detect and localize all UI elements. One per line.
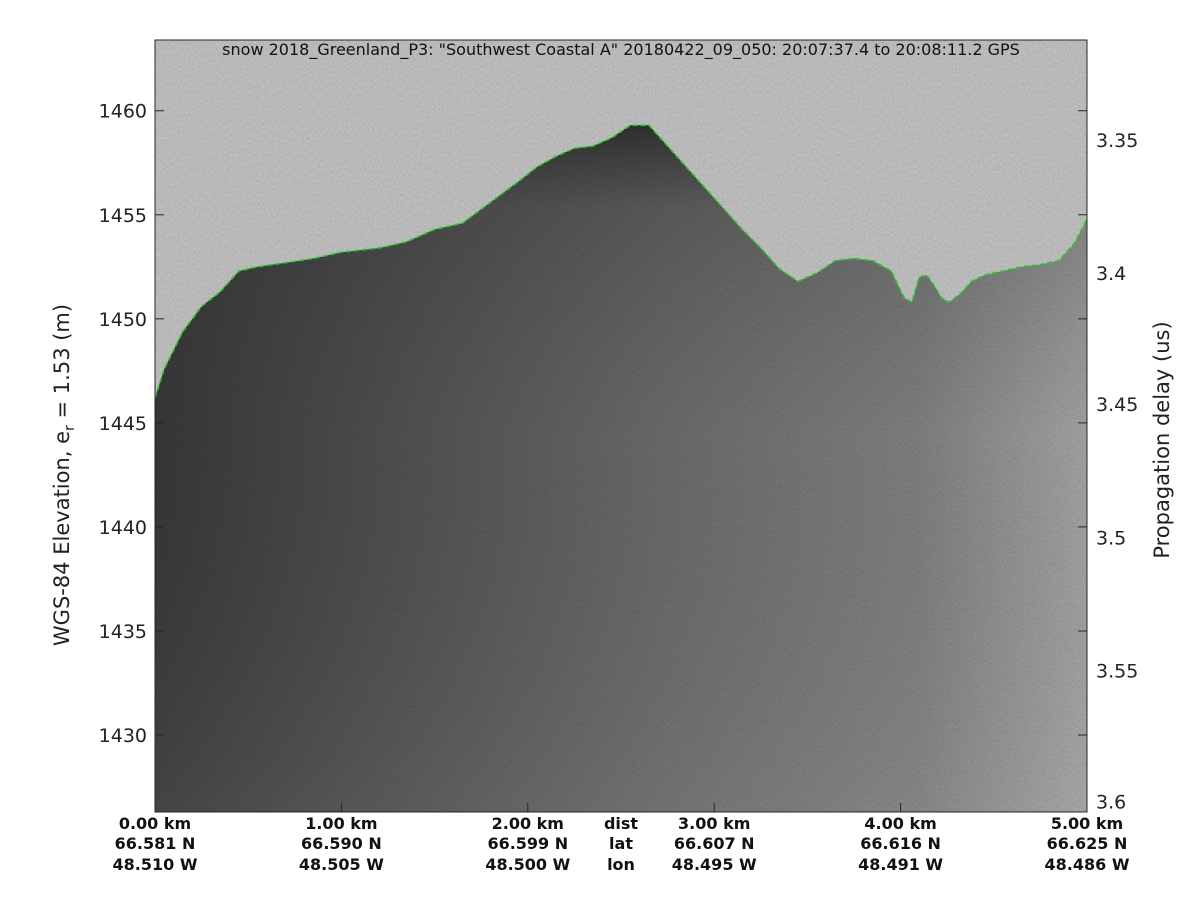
bottom-tick-label: 48.505 W [299, 855, 384, 874]
bottom-row-label: lat [609, 834, 633, 853]
right-axis: 3.35 3.4 3.45 3.5 3.55 3.6 [1096, 130, 1138, 814]
right-tick-label: 3.5 [1096, 527, 1126, 549]
left-tick-label: 1435 [99, 621, 147, 643]
bottom-tick-label: 48.510 W [113, 855, 198, 874]
bottom-row-label: dist [604, 814, 638, 833]
bottom-tick-label: 66.599 N [487, 834, 568, 853]
left-tick-label: 1440 [99, 517, 147, 539]
bottom-tick-label: 66.607 N [674, 834, 755, 853]
right-tick-label: 3.55 [1096, 661, 1138, 683]
bottom-tick-label: 48.491 W [858, 855, 943, 874]
bottom-tick-label: 66.625 N [1047, 834, 1128, 853]
left-tick-label: 1450 [99, 309, 147, 331]
bottom-tick-label: 66.590 N [301, 834, 382, 853]
left-tick-label: 1430 [99, 725, 147, 747]
bottom-tick-label: 48.486 W [1045, 855, 1130, 874]
bottom-tick-label: 48.495 W [672, 855, 757, 874]
bottom-tick-label: 66.581 N [115, 834, 196, 853]
bottom-tick-label: 48.500 W [485, 855, 570, 874]
right-tick-label: 3.35 [1096, 130, 1138, 152]
bottom-tick-label: 0.00 km [119, 814, 191, 833]
bottom-tick-label: 1.00 km [305, 814, 377, 833]
bottom-tick-label: 2.00 km [492, 814, 564, 833]
left-tick-label: 1455 [99, 205, 147, 227]
left-axis: 1430 1435 1440 1445 1450 1455 1460 [99, 101, 1087, 747]
right-axis-label: Propagation delay (us) [1150, 321, 1174, 559]
left-tick-label: 1445 [99, 413, 147, 435]
chart-title: snow 2018_Greenland_P3: "Southwest Coast… [222, 40, 1020, 59]
left-axis-label: WGS-84 Elevation, er = 1.53 (m) [49, 303, 79, 647]
right-tick-label: 3.4 [1096, 263, 1126, 285]
left-tick-label: 1460 [99, 101, 147, 123]
right-tick-label: 3.6 [1096, 792, 1126, 814]
bottom-tick-label: 3.00 km [678, 814, 750, 833]
surface-layer-line [155, 124, 1087, 399]
right-tick-label: 3.45 [1096, 394, 1138, 416]
bottom-tick-label: 5.00 km [1051, 814, 1123, 833]
bottom-tick-label: 4.00 km [864, 814, 936, 833]
plot-frame [154, 39, 1088, 813]
bottom-tick-label: 66.616 N [860, 834, 941, 853]
bottom-row-label: lon [607, 855, 635, 874]
